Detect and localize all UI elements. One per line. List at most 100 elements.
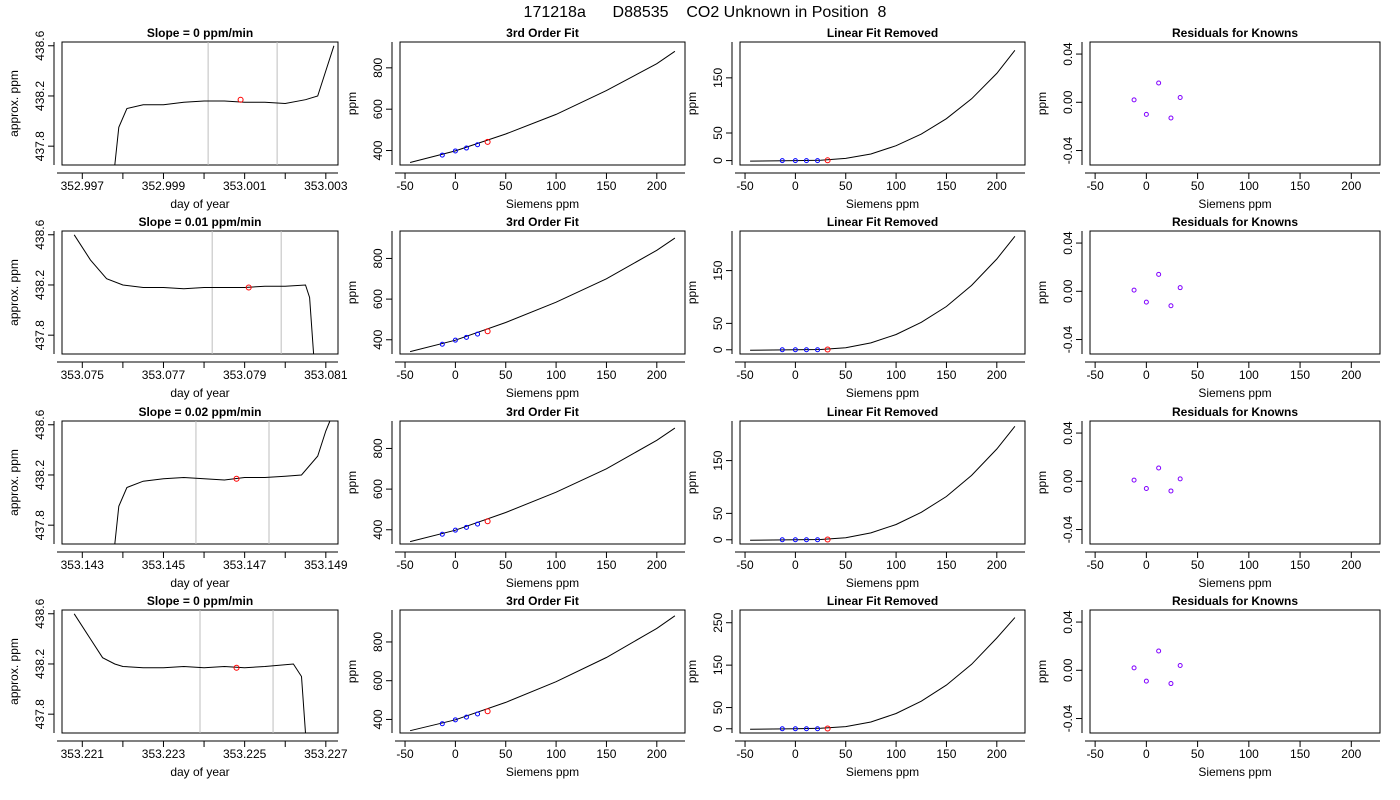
unknown-point [484,708,491,715]
x-tick-label: 353.223 [142,747,186,761]
x-tick-label: 100 [886,558,906,572]
unknown-point [484,138,491,145]
panel-title: Slope = 0 ppm/min [147,594,253,608]
y-axis-label: ppm [1035,471,1049,494]
trace-line [114,45,335,165]
panel-residuals-1: Residuals for Knowns -50 0 50 100 150 200 Sieme… [1035,215,1381,400]
x-tick-label: 150 [1290,747,1310,761]
fit-curve [409,615,676,732]
known-point [439,341,445,347]
x-tick-label: 0 [452,558,459,572]
known-point [475,331,481,337]
y-axis-label: ppm [345,92,359,115]
x-tick-label: 100 [886,368,906,382]
known-point [452,337,458,343]
y-axis-label: ppm [345,281,359,304]
panel-residuals-0: Residuals for Knowns -50 0 50 100 150 200 Sieme… [1035,26,1381,211]
y-axis-label: ppm [685,471,699,494]
residual-point [1131,287,1137,293]
panel-time-3: Slope = 0 ppm/min 353.221 353.223 353.225 35… [7,594,348,779]
y-tick-label: 800 [371,248,385,268]
plot-area [750,617,1016,732]
plot-frame [399,420,686,545]
known-point [439,721,445,727]
x-tick-label: 0 [792,179,799,193]
x-tick-label: 100 [1239,179,1259,193]
y-axis-label: ppm [345,471,359,494]
x-tick-label: 0 [792,558,799,572]
panel-fit-3: 3rd Order Fit -50 0 50 100 150 200 Siemens ppm 4… [345,594,686,779]
known-point [815,347,821,353]
plot-frame [399,230,686,355]
y-tick-label: 438.2 [33,270,47,300]
residual-point [1177,662,1183,668]
plot-frame [61,41,339,166]
known-point [463,524,469,530]
x-tick-label: 0 [1143,368,1150,382]
x-tick-label: 200 [647,368,667,382]
x-tick-label: 0 [452,179,459,193]
y-tick-label: 800 [371,632,385,652]
known-point [792,158,798,164]
residual-point [1156,80,1162,86]
x-tick-label: 100 [886,747,906,761]
y-tick-label: 0 [711,536,725,543]
x-tick-label: 150 [596,558,616,572]
x-tick-label: 50 [1191,179,1205,193]
panel-title: Residuals for Knowns [1172,215,1298,229]
x-tick-label: 150 [936,747,956,761]
x-tick-label: 150 [1290,179,1310,193]
plot-area [1131,80,1183,121]
x-tick-label: 50 [1191,368,1205,382]
y-tick-label: 150 [711,655,725,675]
y-tick-label: 0.00 [1061,658,1075,682]
x-tick-label: 50 [499,179,513,193]
known-point [475,142,481,148]
y-tick-label: 150 [711,260,725,280]
known-point [803,347,809,353]
x-tick-label: 200 [1341,368,1361,382]
plot-area [1131,465,1183,494]
x-tick-label: 50 [839,368,853,382]
x-axis-label: Siemens ppm [846,576,919,590]
page-title: 171218a D88535 CO2 Unknown in Position 8 [524,4,887,21]
residual-point [1156,648,1162,654]
x-axis-label: Siemens ppm [1198,576,1271,590]
known-point [803,537,809,543]
panel-grid: Slope = 0 ppm/min 352.997 352.999 353.001 35… [7,26,1381,779]
plot-frame [1089,41,1381,166]
x-axis-label: Siemens ppm [1198,386,1271,400]
x-tick-label: -50 [1086,179,1104,193]
x-tick-label: 150 [596,179,616,193]
residual-point [1177,94,1183,100]
y-tick-label: 800 [371,438,385,458]
x-tick-label: 150 [936,558,956,572]
y-tick-label: -0.04 [1061,137,1075,165]
x-tick-label: 0 [452,747,459,761]
plot-frame [1089,230,1381,355]
x-tick-label: 200 [647,558,667,572]
panel-title: 3rd Order Fit [506,26,579,40]
y-tick-label: 438.6 [33,219,47,249]
x-tick-label: 353.143 [61,558,105,572]
x-tick-label: -50 [736,179,754,193]
y-axis-label: approx. ppm [7,638,21,705]
plot-area [409,427,676,543]
panel-title: Residuals for Knowns [1172,594,1298,608]
panel-title: 3rd Order Fit [506,594,579,608]
y-tick-label: 0.04 [1061,231,1075,255]
x-tick-label: -50 [736,368,754,382]
sample-marker [237,96,244,103]
known-point [792,726,798,732]
sample-marker [233,664,240,671]
plot-area [750,425,1016,543]
y-axis-label: ppm [685,281,699,304]
plot-frame [61,420,339,545]
known-point [779,726,785,732]
unknown-point [824,536,831,543]
x-tick-label: 200 [987,179,1007,193]
x-tick-label: 150 [1290,368,1310,382]
panel-fit-1: 3rd Order Fit -50 0 50 100 150 200 Siemens ppm 4… [345,215,686,400]
known-point [815,726,821,732]
